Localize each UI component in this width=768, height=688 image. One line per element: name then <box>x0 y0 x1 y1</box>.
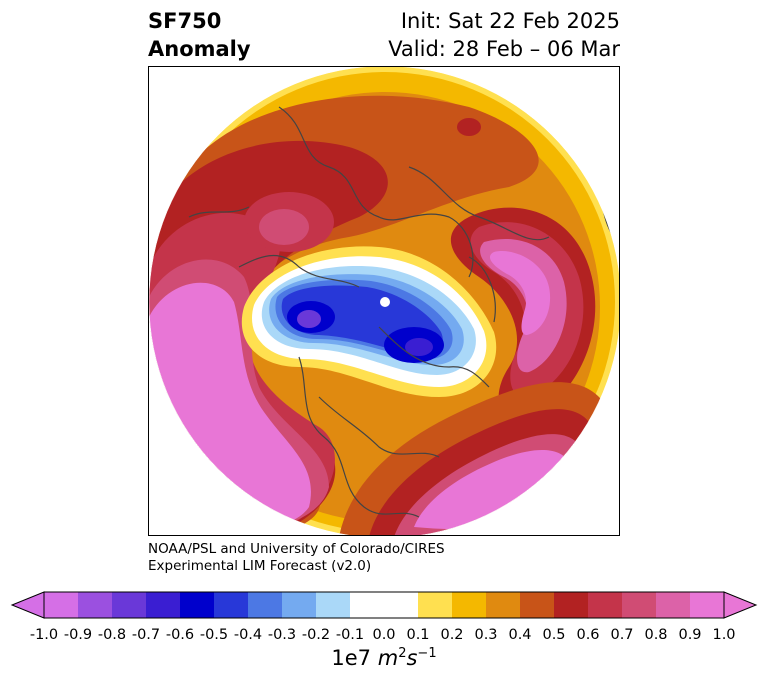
colorbar-segment <box>656 592 691 618</box>
colorbar-segment <box>248 592 283 618</box>
units-prefix: 1e7 <box>331 646 378 670</box>
colorbar-tick-label: -0.6 <box>165 627 195 643</box>
credit-line-1: NOAA/PSL and University of Colorado/CIRE… <box>148 541 445 557</box>
colorbar-tick-label: 0.5 <box>542 627 566 643</box>
colorbar-tick-label: 0.8 <box>644 627 668 643</box>
colorbar-segment <box>588 592 623 618</box>
colorbar-tick-label: -1.0 <box>29 627 59 643</box>
colorbar-tick-label: 0.9 <box>678 627 702 643</box>
map-title: SF750 <box>148 9 222 33</box>
colorbar-segment <box>418 592 453 618</box>
units-exp1: 2 <box>398 646 407 661</box>
colorbar-tick-label: 0.4 <box>508 627 532 643</box>
colorbar-tick-label: 0.1 <box>406 627 430 643</box>
colorbar-segment <box>622 592 657 618</box>
colorbar-segment <box>486 592 521 618</box>
polar-projection-map <box>149 67 619 535</box>
colorbar-over-arrow <box>723 591 758 619</box>
colorbar-tick-label: -0.4 <box>233 627 263 643</box>
map-subtitle: Anomaly <box>148 37 251 61</box>
colorbar-tick-label: -0.7 <box>131 627 161 643</box>
colorbar-units: 1e7 m2s−1 <box>331 646 436 670</box>
colorbar-segment <box>214 592 249 618</box>
colorbar-tick-label: 0.7 <box>610 627 634 643</box>
credit-line-2: Experimental LIM Forecast (v2.0) <box>148 558 372 574</box>
colorbar-tick-label: -0.9 <box>63 627 93 643</box>
units-exp2: −1 <box>417 646 437 661</box>
colorbar-segment <box>180 592 215 618</box>
colorbar-under-arrow <box>10 591 45 619</box>
map-panel <box>148 66 620 536</box>
colorbar-segment <box>78 592 113 618</box>
colorbar-tick-label: -0.8 <box>97 627 127 643</box>
anomaly-field <box>149 67 619 535</box>
colorbar-tick-label: 1.0 <box>712 627 736 643</box>
colorbar-tick-label: -0.1 <box>335 627 365 643</box>
colorbar-segment <box>350 592 385 618</box>
colorbar-tick-label: -0.3 <box>267 627 297 643</box>
colorbar-segment <box>384 592 419 618</box>
colorbar-tick-label: 0.0 <box>372 627 396 643</box>
colorbar-tick-label: 0.3 <box>474 627 498 643</box>
colorbar-tick-label: 0.6 <box>576 627 600 643</box>
units-s: s <box>406 646 418 670</box>
colorbar-segment <box>146 592 181 618</box>
valid-dates: Valid: 28 Feb – 06 Mar <box>388 37 620 61</box>
colorbar-segment <box>316 592 351 618</box>
colorbar-segment <box>690 592 725 618</box>
colorbar-segment <box>554 592 589 618</box>
colorbar <box>10 591 758 619</box>
colorbar-segment <box>452 592 487 618</box>
colorbar-tick-label: -0.5 <box>199 627 229 643</box>
colorbar-segment <box>520 592 555 618</box>
colorbar-tick-label: 0.2 <box>440 627 464 643</box>
colorbar-border <box>43 591 725 619</box>
colorbar-segment <box>282 592 317 618</box>
units-m: m <box>377 646 399 670</box>
init-date: Init: Sat 22 Feb 2025 <box>400 9 620 33</box>
colorbar-tick-label: -0.2 <box>301 627 331 643</box>
colorbar-segment <box>112 592 147 618</box>
colorbar-segment <box>44 592 79 618</box>
